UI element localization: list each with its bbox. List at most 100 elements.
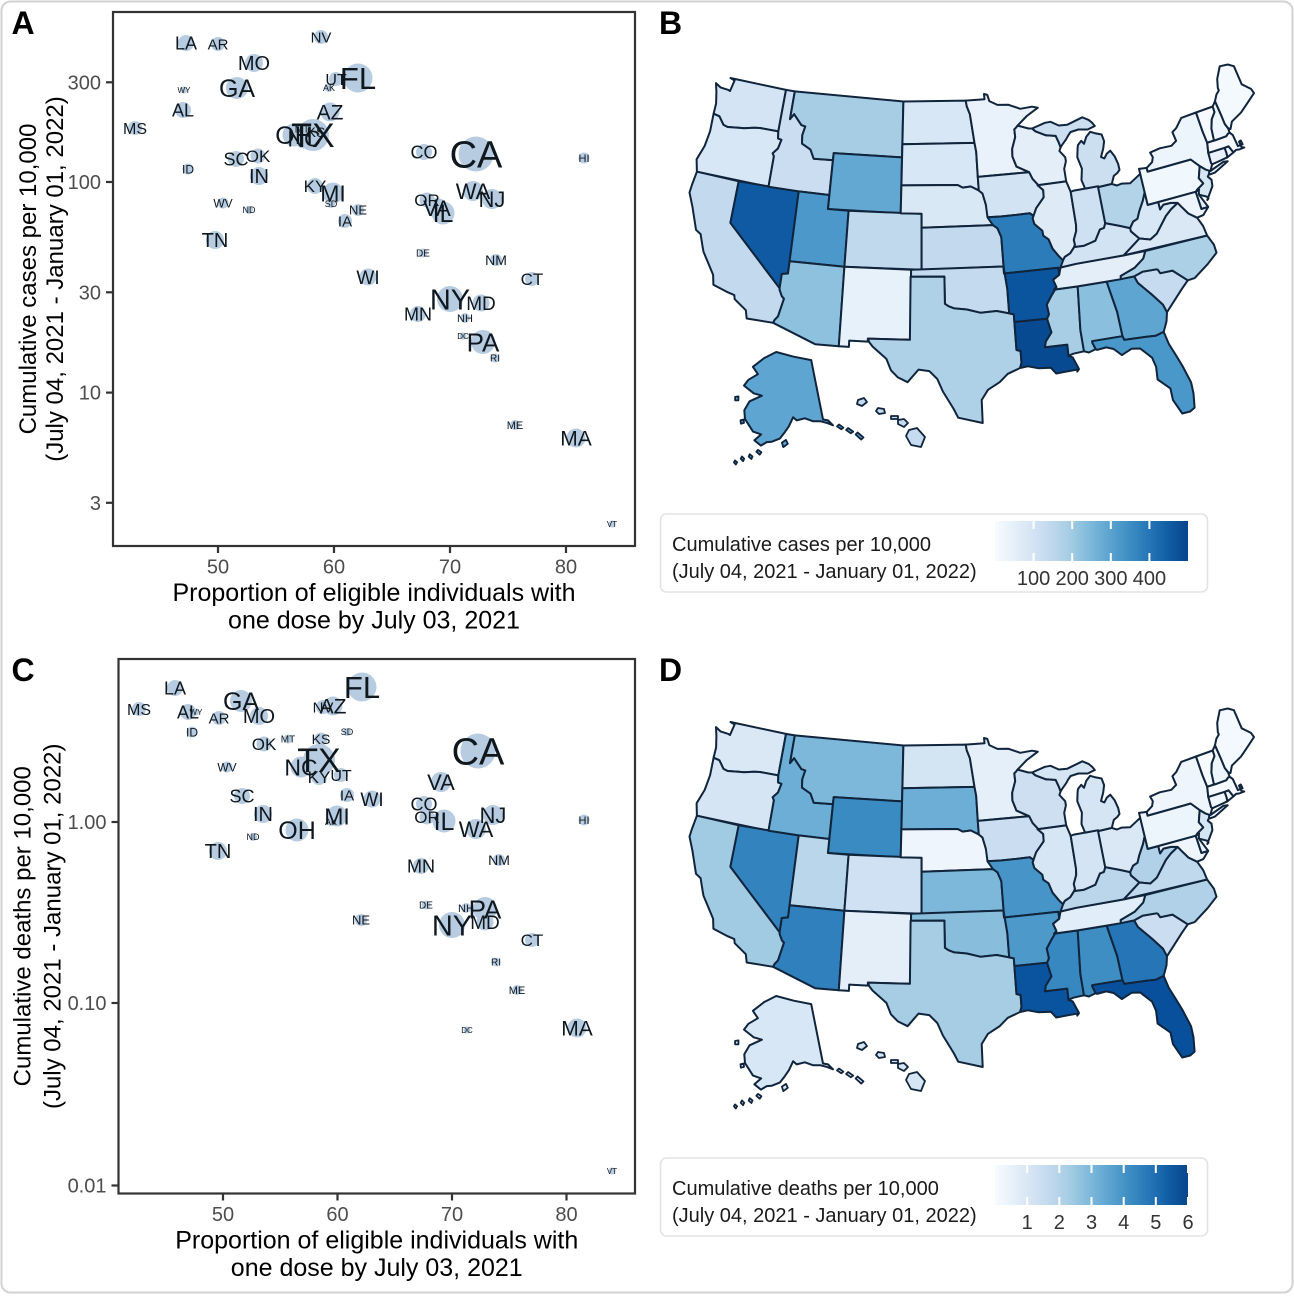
svg-text:DE: DE [416,249,430,260]
svg-text:WY: WY [178,86,192,95]
svg-text:NY: NY [430,284,470,316]
svg-text:Cumulative deaths per 10,000: Cumulative deaths per 10,000 [672,1178,939,1200]
svg-text:Cumulative deaths per 10,000: Cumulative deaths per 10,000 [10,766,37,1086]
svg-text:Cumulative cases per 10,000: Cumulative cases per 10,000 [15,124,42,435]
svg-text:VT: VT [607,520,617,529]
svg-text:Cumulative cases per 10,000: Cumulative cases per 10,000 [672,534,931,556]
svg-text:SC: SC [223,150,248,170]
svg-text:VA: VA [423,196,451,221]
svg-text:OH: OH [278,817,316,845]
svg-text:NC: NC [287,125,320,151]
svg-text:MI: MI [320,180,346,206]
svg-text:SD: SD [325,199,338,209]
svg-text:ME: ME [509,985,526,997]
svg-text:NM: NM [488,852,510,868]
svg-text:200: 200 [1056,568,1089,590]
svg-text:6: 6 [1182,1212,1193,1234]
svg-text:GA: GA [223,688,259,716]
svg-text:A: A [12,5,35,41]
svg-text:VT: VT [607,1167,617,1176]
svg-text:IL: IL [433,200,454,228]
svg-text:WA: WA [456,179,491,204]
svg-text:OR: OR [414,808,440,827]
svg-text:C: C [12,652,35,688]
svg-text:IN: IN [253,804,273,826]
svg-text:KY: KY [304,177,327,196]
svg-text:AL: AL [172,101,194,121]
svg-text:Proportion of eligible individ: Proportion of eligible individuals with [172,579,575,607]
svg-text:GA: GA [219,75,255,103]
svg-text:(July 04, 2021 - January 01, 2: (July 04, 2021 - January 01, 2022) [672,561,977,583]
svg-text:CA: CA [450,135,503,177]
svg-text:HI: HI [579,153,590,165]
svg-text:100: 100 [68,172,101,194]
svg-text:VA: VA [427,770,455,795]
svg-text:AZ: AZ [317,102,344,125]
svg-text:AR: AR [209,710,230,727]
svg-text:NY: NY [432,910,472,942]
svg-text:MN: MN [404,305,432,325]
svg-text:100: 100 [1017,568,1050,590]
svg-text:400: 400 [1133,568,1166,590]
svg-text:CO: CO [411,143,438,163]
svg-text:1.00: 1.00 [68,812,107,834]
svg-text:5: 5 [1150,1212,1161,1234]
svg-text:(July 04, 2021 - January 01, 2: (July 04, 2021 - January 01, 2022) [42,96,69,462]
svg-text:RI: RI [491,958,501,969]
svg-text:NV: NV [311,29,332,46]
svg-text:70: 70 [439,557,461,579]
svg-text:NM: NM [485,252,507,268]
svg-text:AZ: AZ [320,696,347,719]
svg-text:SC: SC [229,787,254,807]
svg-text:SD: SD [341,727,354,737]
svg-text:PA: PA [469,894,502,924]
svg-text:MS: MS [127,702,151,719]
svg-text:FL: FL [340,61,376,96]
svg-text:IN: IN [249,166,269,188]
svg-text:FL: FL [344,670,380,705]
svg-text:NE: NE [352,913,370,928]
svg-text:(July 04, 2021 - January 01, 2: (July 04, 2021 - January 01, 2022) [672,1205,977,1227]
svg-text:0.01: 0.01 [68,1176,107,1198]
svg-text:10: 10 [79,383,101,405]
svg-text:2: 2 [1054,1212,1065,1234]
svg-text:AK: AK [325,817,337,827]
svg-text:OR: OR [414,191,440,210]
svg-text:WA: WA [459,817,494,842]
svg-text:NC: NC [284,754,317,780]
svg-text:MO: MO [238,53,270,75]
svg-text:1: 1 [1022,1212,1033,1234]
svg-text:300: 300 [1094,568,1127,590]
svg-text:B: B [659,5,682,41]
svg-text:4: 4 [1118,1212,1129,1234]
svg-text:RI: RI [490,354,500,365]
svg-text:MT: MT [281,735,295,746]
svg-text:Proportion of eligible individ: Proportion of eligible individuals with [175,1227,578,1255]
svg-text:ID: ID [182,162,194,176]
svg-text:IA: IA [340,787,354,804]
svg-text:MS: MS [123,121,147,138]
svg-text:60: 60 [326,1204,348,1226]
svg-text:80: 80 [555,1204,577,1226]
svg-text:TN: TN [202,230,229,252]
svg-text:IA: IA [338,213,352,230]
svg-text:CA: CA [452,732,505,774]
svg-text:MN: MN [407,857,435,877]
svg-text:MI: MI [324,803,350,829]
svg-text:AR: AR [208,36,229,53]
svg-text:KY: KY [308,768,331,787]
svg-text:IL: IL [434,808,455,836]
svg-text:WI: WI [356,268,379,289]
svg-text:WV: WV [217,760,236,774]
svg-text:NH: NH [457,313,473,325]
svg-text:50: 50 [207,557,229,579]
svg-text:UT: UT [325,72,347,89]
svg-text:WI: WI [360,790,383,811]
svg-text:MD: MD [466,294,496,315]
svg-text:D: D [659,652,682,688]
svg-text:WV: WV [213,196,232,210]
svg-text:(July 04, 2021 - January 01, 2: (July 04, 2021 - January 01, 2022) [40,743,67,1109]
svg-text:ME: ME [507,420,524,432]
svg-text:300: 300 [68,72,101,94]
svg-text:ND: ND [243,205,256,215]
